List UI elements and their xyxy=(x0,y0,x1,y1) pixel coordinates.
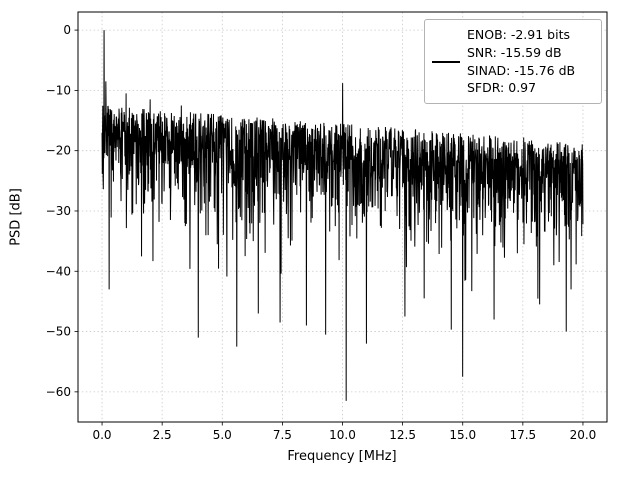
legend-entry: ENOB: -2.91 bits xyxy=(467,27,570,42)
legend-line-sample-icon xyxy=(432,60,460,63)
x-axis-label: Frequency [MHz] xyxy=(287,449,397,464)
y-tick-label: −50 xyxy=(46,325,71,339)
y-tick-label: −40 xyxy=(46,264,71,278)
y-tick-label: −10 xyxy=(46,83,71,97)
y-tick-label: −60 xyxy=(46,385,71,399)
y-tick-label: −20 xyxy=(46,144,71,158)
x-tick-label: 12.5 xyxy=(389,428,416,442)
legend: ENOB: -2.91 bits SNR: -15.59 dB SINAD: -15… xyxy=(424,19,602,104)
legend-entry: SNR: -15.59 dB xyxy=(467,44,562,60)
x-tick-label: 7.5 xyxy=(273,428,292,442)
legend-entries: ENOB: -2.91 bits SNR: -15.59 dB SINAD: -15… xyxy=(467,26,575,97)
psd-line-series xyxy=(101,30,584,401)
axes-spine xyxy=(77,11,608,423)
x-tick-label: 20.0 xyxy=(570,428,597,442)
x-tick-label: 17.5 xyxy=(509,428,536,442)
y-tick-label: −30 xyxy=(46,204,71,218)
x-tick-label: 15.0 xyxy=(449,428,476,442)
x-tick-label: 5.0 xyxy=(213,428,232,442)
legend-entry: SFDR: 0.97 xyxy=(467,80,537,96)
legend-entry: SINAD: -15.76 dB xyxy=(467,62,576,78)
x-tick-label: 0.0 xyxy=(92,428,111,442)
y-tick-label: 0 xyxy=(63,23,71,37)
y-axis-label: PSD [dB] xyxy=(8,188,24,246)
x-tick-label: 10.0 xyxy=(329,428,356,442)
x-tick-label: 2.5 xyxy=(153,428,172,442)
